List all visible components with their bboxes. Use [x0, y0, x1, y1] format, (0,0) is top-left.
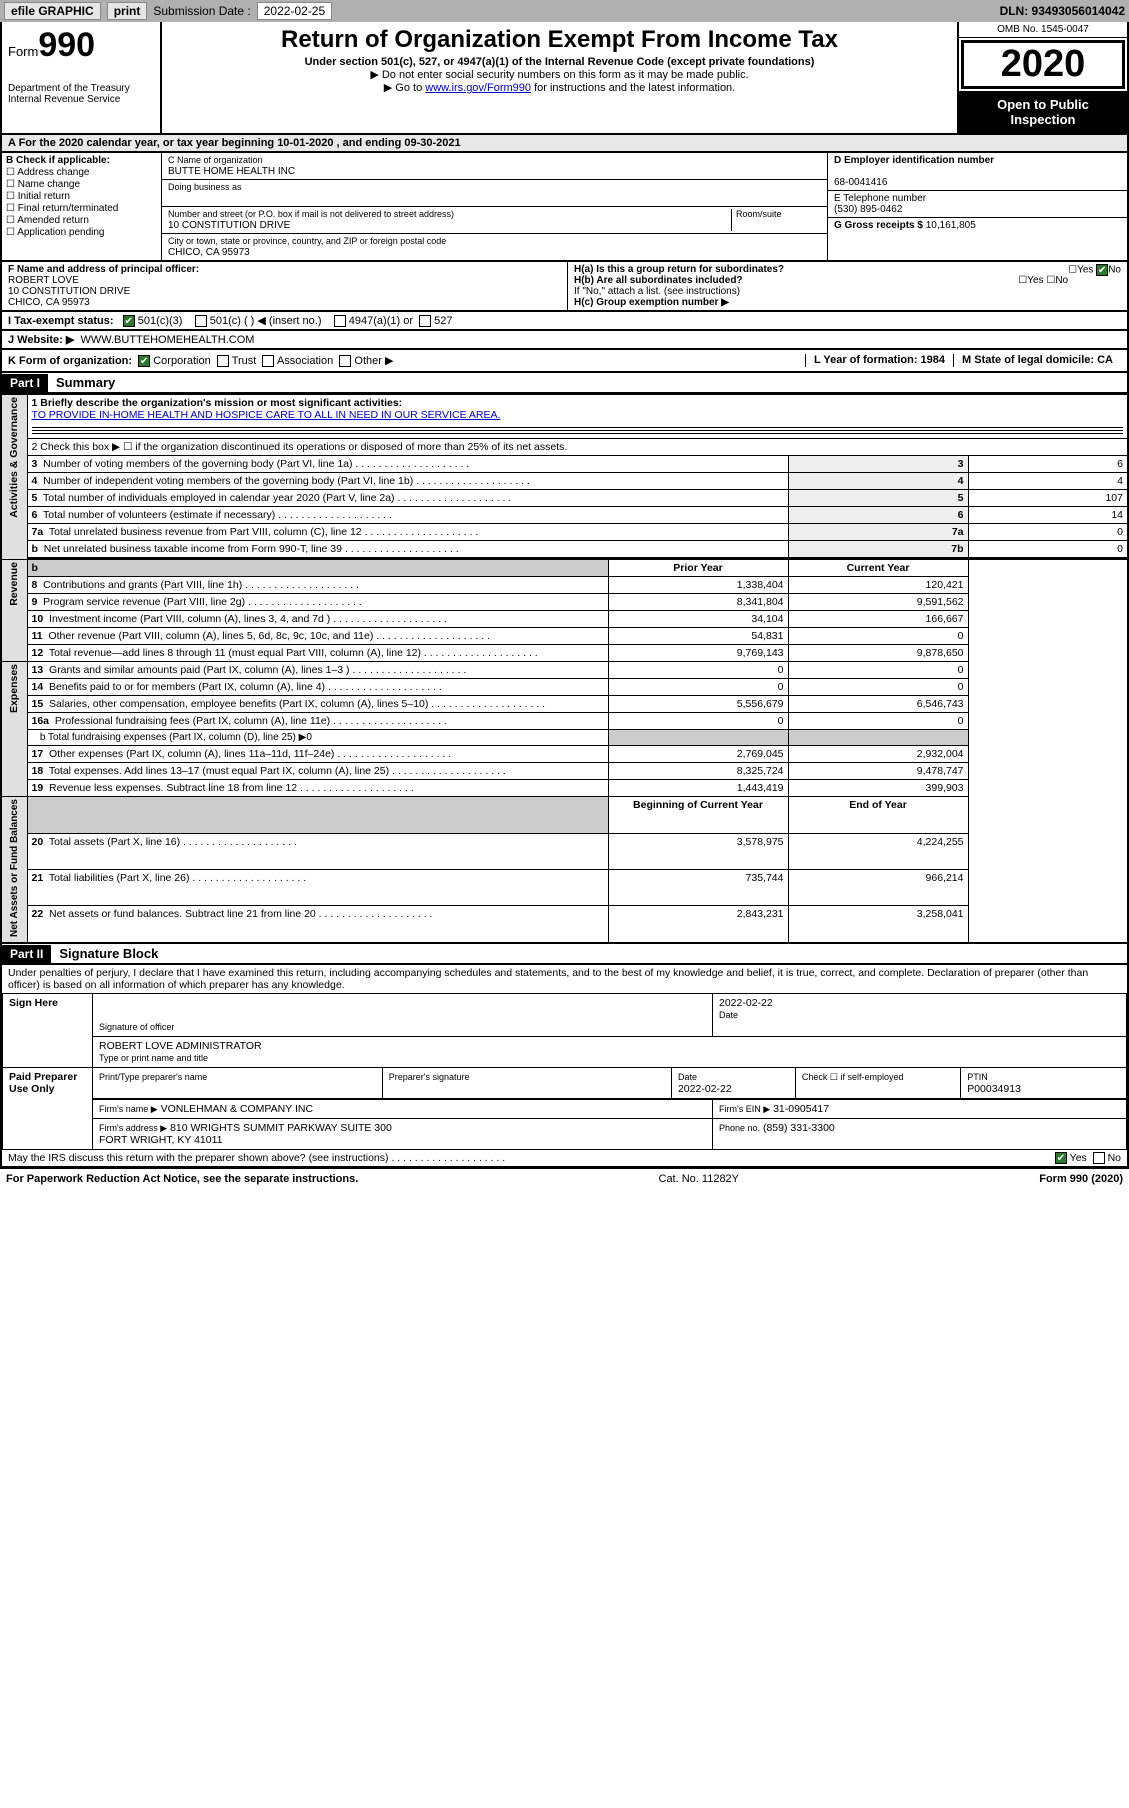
sign-here-label: Sign Here — [3, 994, 93, 1068]
chk-name-change[interactable]: ☐ Name change — [6, 179, 157, 190]
mission-text: TO PROVIDE IN-HOME HEALTH AND HOSPICE CA… — [32, 409, 501, 421]
h-b-note: If "No," attach a list. (see instruction… — [574, 286, 1121, 297]
signature-declaration: Under penalties of perjury, I declare th… — [2, 965, 1127, 993]
discuss-row: May the IRS discuss this return with the… — [2, 1150, 1127, 1166]
city: CHICO, CA 95973 — [168, 247, 250, 258]
room-label: Room/suite — [736, 209, 782, 219]
paperwork-notice: For Paperwork Reduction Act Notice, see … — [6, 1173, 358, 1185]
discuss-no-checkbox[interactable] — [1093, 1152, 1105, 1164]
dba-label: Doing business as — [168, 182, 242, 192]
state-domicile: M State of legal domicile: CA — [953, 354, 1121, 367]
dln: DLN: 93493056014042 — [1000, 4, 1125, 18]
sig-officer-label: Signature of officer — [99, 1022, 174, 1032]
officer-label: F Name and address of principal officer: — [8, 264, 199, 275]
dept-treasury: Department of the Treasury Internal Reve… — [8, 83, 154, 105]
form-subtitle: Under section 501(c), 527, or 4947(a)(1)… — [170, 56, 949, 68]
form-footer: Form 990 (2020) — [1039, 1173, 1123, 1185]
officer-addr1: 10 CONSTITUTION DRIVE — [8, 286, 130, 297]
year-formation: L Year of formation: 1984 — [805, 354, 953, 367]
tab-net-assets: Net Assets or Fund Balances — [1, 797, 27, 944]
open-to-public: Open to Public Inspection — [959, 91, 1127, 133]
page-footer: For Paperwork Reduction Act Notice, see … — [0, 1168, 1129, 1189]
street: 10 CONSTITUTION DRIVE — [168, 220, 290, 231]
org-name: BUTTE HOME HEALTH INC — [168, 166, 295, 177]
signature-block: Under penalties of perjury, I declare th… — [0, 965, 1129, 1168]
chk-address-change[interactable]: ☐ Address change — [6, 167, 157, 178]
part2-header: Part II — [2, 945, 51, 963]
city-label: City or town, state or province, country… — [168, 236, 446, 246]
sig-date: 2022-02-22 — [719, 997, 773, 1009]
firm-ein: 31-0905417 — [773, 1103, 829, 1115]
note-goto: ▶ Go to www.irs.gov/Form990 for instruct… — [170, 81, 949, 94]
chk-final-return[interactable]: ☐ Final return/terminated — [6, 203, 157, 214]
chk-501c3[interactable]: ✔ — [123, 315, 135, 327]
submission-label: Submission Date : — [153, 4, 250, 18]
tab-revenue: Revenue — [1, 560, 27, 662]
ein-label: D Employer identification number — [834, 155, 994, 166]
phone: (530) 895-0462 — [834, 204, 902, 215]
part2-bar: Part II Signature Block — [0, 944, 1129, 965]
omb-number: OMB No. 1545-0047 — [959, 22, 1127, 38]
officer-h-block: F Name and address of principal officer:… — [0, 262, 1129, 312]
chk-4947[interactable] — [334, 315, 346, 327]
chk-527[interactable] — [419, 315, 431, 327]
street-label: Number and street (or P.O. box if mail i… — [168, 209, 454, 219]
cat-no: Cat. No. 11282Y — [358, 1173, 1039, 1185]
website-row: J Website: ▶ WWW.BUTTEHOMEHEALTH.COM — [0, 331, 1129, 350]
note-no-ssn: ▶ Do not enter social security numbers o… — [170, 68, 949, 81]
irs-link[interactable]: www.irs.gov/Form990 — [425, 82, 531, 94]
firm-phone: (859) 331-3300 — [763, 1122, 835, 1134]
part1-title: Summary — [48, 373, 123, 392]
officer-name: ROBERT LOVE — [8, 275, 79, 286]
entity-block: B Check if applicable: ☐ Address change … — [0, 153, 1129, 262]
website-url: WWW.BUTTEHOMEHEALTH.COM — [80, 334, 254, 346]
form-title: Return of Organization Exempt From Incom… — [170, 26, 949, 54]
chk-501c[interactable] — [195, 315, 207, 327]
phone-label: E Telephone number — [834, 193, 926, 204]
firm-name: VONLEHMAN & COMPANY INC — [161, 1103, 313, 1115]
discuss-yes-checkbox[interactable]: ✔ — [1055, 1152, 1067, 1164]
tab-activities-governance: Activities & Governance — [1, 395, 27, 560]
top-toolbar: efile GRAPHIC print Submission Date : 20… — [0, 0, 1129, 22]
tab-expenses: Expenses — [1, 662, 27, 797]
k-l-m-row: K Form of organization: ✔ Corporation Tr… — [0, 350, 1129, 373]
summary-table: Activities & Governance1 Briefly describ… — [0, 394, 1129, 944]
part1-header: Part I — [2, 374, 48, 392]
sig-name: ROBERT LOVE ADMINISTRATOR — [99, 1040, 262, 1052]
chk-trust[interactable] — [217, 355, 229, 367]
efile-button[interactable]: efile GRAPHIC — [4, 2, 101, 20]
box-b-label: B Check if applicable: — [6, 155, 110, 166]
chk-corporation[interactable]: ✔ — [138, 355, 150, 367]
paid-preparer-label: Paid Preparer Use Only — [3, 1068, 93, 1150]
part2-title: Signature Block — [51, 944, 166, 963]
tax-year: 2020 — [961, 40, 1125, 89]
chk-amended-return[interactable]: ☐ Amended return — [6, 215, 157, 226]
submission-date: 2022-02-25 — [257, 2, 332, 20]
h-a-label: H(a) Is this a group return for subordin… — [574, 264, 784, 275]
sig-date-label: Date — [719, 1010, 738, 1020]
chk-other[interactable] — [339, 355, 351, 367]
org-name-label: C Name of organization — [168, 155, 263, 165]
print-button[interactable]: print — [107, 2, 148, 20]
h-c-label: H(c) Group exemption number ▶ — [574, 297, 729, 308]
gross-receipts-label: G Gross receipts $ — [834, 220, 923, 231]
sig-name-label: Type or print name and title — [99, 1053, 208, 1063]
officer-addr2: CHICO, CA 95973 — [8, 297, 90, 308]
gross-receipts: 10,161,805 — [926, 220, 976, 231]
chk-association[interactable] — [262, 355, 274, 367]
ein: 68-0041416 — [834, 177, 887, 188]
form-number: Form990 — [8, 26, 154, 65]
tax-exempt-row: I Tax-exempt status: ✔ 501(c)(3) 501(c) … — [0, 312, 1129, 331]
part1-bar: Part I Summary — [0, 373, 1129, 394]
h-a-no-checkbox[interactable]: ✔ — [1096, 264, 1108, 276]
h-b-label: H(b) Are all subordinates included? — [574, 275, 743, 286]
chk-application-pending[interactable]: ☐ Application pending — [6, 227, 157, 238]
chk-initial-return[interactable]: ☐ Initial return — [6, 191, 157, 202]
form-header: Form990 Department of the Treasury Inter… — [0, 22, 1129, 135]
row-a-period: A For the 2020 calendar year, or tax yea… — [0, 135, 1129, 153]
